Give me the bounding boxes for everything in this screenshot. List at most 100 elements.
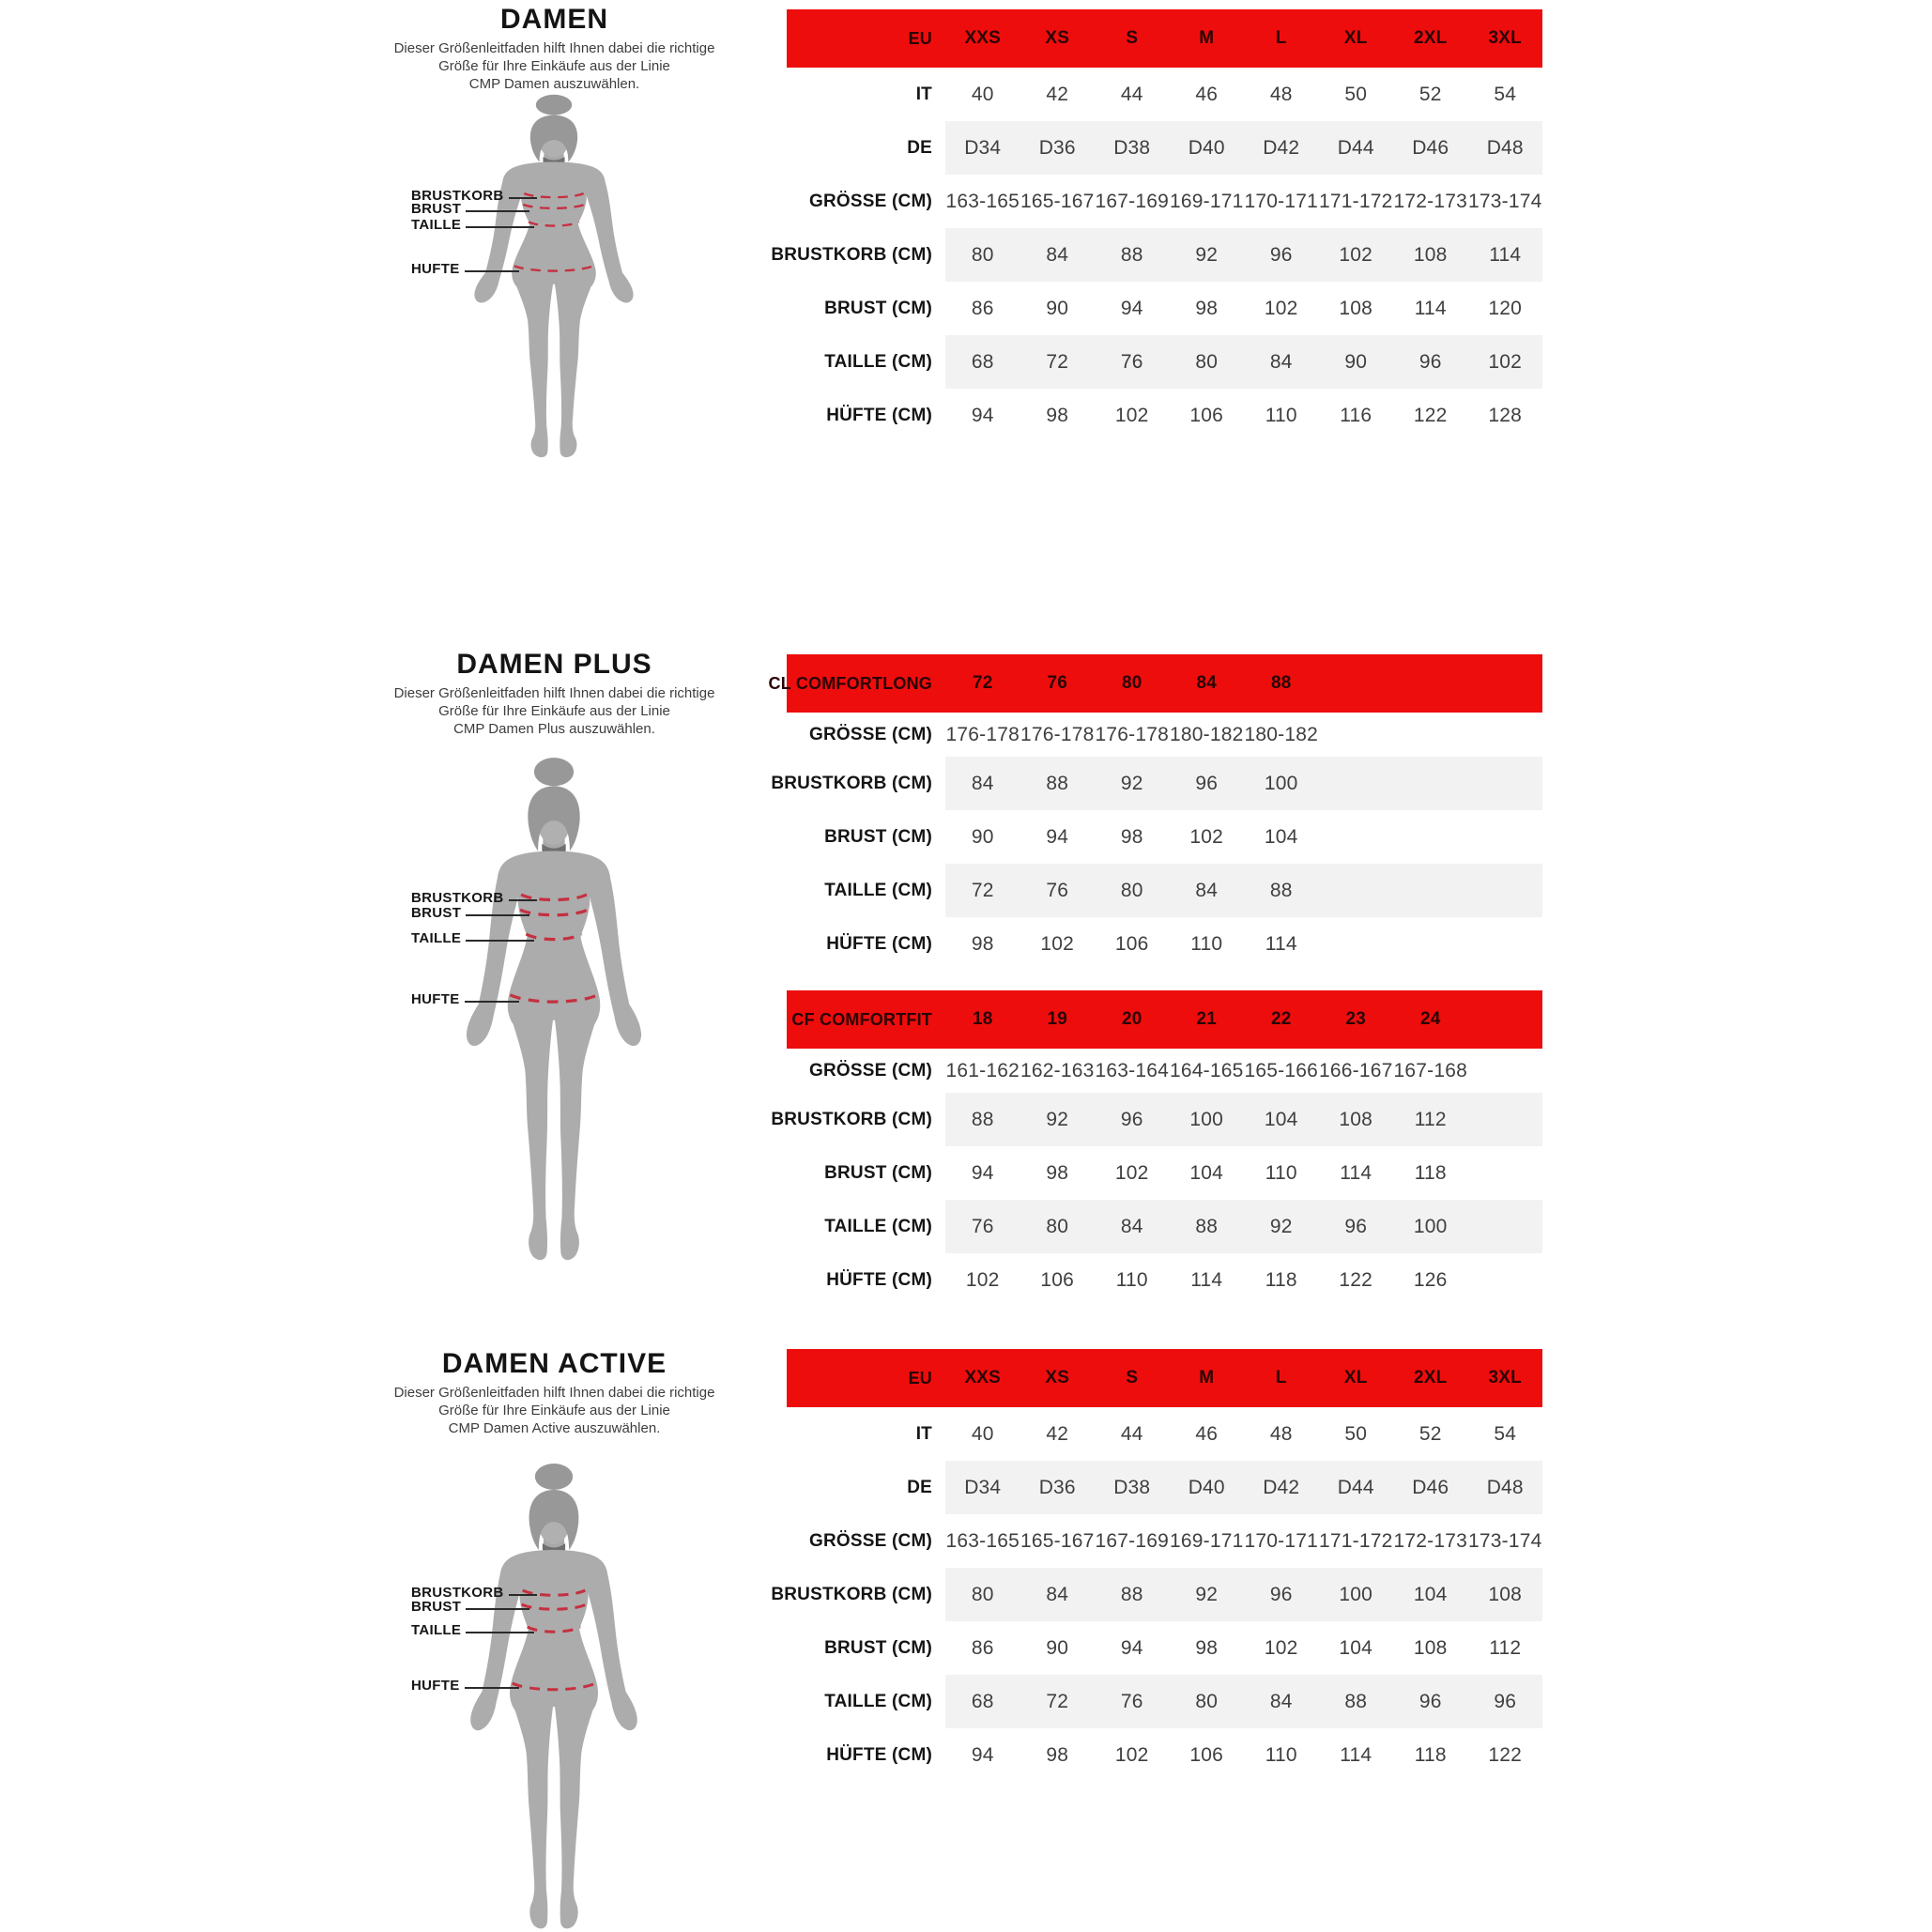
size-header-value: 23 (1345, 1009, 1367, 1029)
cell-value: 173-174 (1468, 1529, 1542, 1552)
cell-value: 80 (1195, 350, 1219, 373)
row-label: BRUST (CM) (824, 1162, 932, 1183)
cell-value: 88 (1195, 1215, 1219, 1237)
size-header-value (1319, 654, 1394, 713)
size-header-value: 80 (1121, 673, 1142, 693)
cell-value: 118 (1414, 1743, 1447, 1766)
size-table-damen: EU XXS XS S M L XL 2XL 3XL IT 40 42 44 46 48 50 52 54 DE D3… (771, 9, 1542, 442)
figure-label-hufte: HUFTE (411, 260, 519, 277)
row-values: 84 88 92 96 100 (945, 757, 1542, 810)
cell-value: 102 (1264, 1636, 1298, 1659)
cell-value: D36 (1038, 1476, 1076, 1498)
cell-value: 76 (971, 1215, 994, 1237)
cell-value: 102 (1040, 932, 1075, 955)
section-title-damen-active: DAMEN ACTIVE (441, 1348, 667, 1379)
cell-value (1319, 810, 1394, 864)
cell-value: 84 (971, 772, 994, 794)
cell-value: 102 (1189, 825, 1224, 848)
cell-value: D46 (1412, 136, 1449, 159)
row-values: 72 76 80 84 88 (945, 864, 1542, 917)
cell-value: 118 (1265, 1268, 1297, 1291)
cell-value: 96 (1418, 1690, 1442, 1712)
cell-value (1468, 917, 1543, 971)
header-values: 18 19 20 21 22 23 24 (945, 990, 1542, 1049)
cell-value: 120 (1488, 297, 1523, 319)
table-row: BRUST (CM) 86 90 94 98 102 104 108 112 (787, 1621, 1542, 1675)
cell-value: 176-178 (1020, 723, 1095, 745)
cell-value: 98 (1046, 1161, 1069, 1184)
cell-value: 106 (1189, 404, 1224, 426)
cell-value: 162-163 (1020, 1059, 1095, 1081)
cell-value: 110 (1265, 1743, 1297, 1766)
table-row: HÜFTE (CM) 98 102 106 110 114 (787, 917, 1542, 971)
table-row: IT 40 42 44 46 48 50 52 54 (787, 68, 1542, 121)
leader-line (466, 1631, 535, 1633)
table-row: TAILLE (CM) 68 72 76 80 84 90 96 102 (787, 335, 1542, 389)
cell-value: 102 (1339, 243, 1373, 266)
cell-value: 90 (1046, 297, 1069, 319)
cell-value: 98 (971, 932, 994, 955)
table-row: TAILLE (CM) 68 72 76 80 84 88 96 96 (787, 1675, 1542, 1728)
row-label: GRÖSSE (CM) (809, 1530, 932, 1551)
cell-value: 102 (965, 1268, 1000, 1291)
cell-value: 88 (1269, 879, 1293, 901)
row-label: HÜFTE (CM) (826, 933, 932, 954)
cell-value: 94 (971, 404, 994, 426)
section-description-damen-plus: Dieser Größenleitfaden hilft Ihnen dabei… (393, 685, 715, 737)
row-values: 102 106 110 114 118 122 126 (945, 1253, 1542, 1307)
cell-value: 88 (1344, 1690, 1368, 1712)
size-header-value: S (1126, 1368, 1139, 1388)
size-header-value: XS (1045, 1368, 1070, 1388)
row-values: 68 72 76 80 84 90 96 102 (945, 335, 1542, 389)
cell-value: 165-167 (1020, 1529, 1095, 1552)
cell-value: 86 (971, 1636, 994, 1659)
cell-value: 104 (1264, 1108, 1298, 1130)
row-label: BRUST (CM) (824, 1637, 932, 1658)
row-label: TAILLE (CM) (824, 1216, 932, 1236)
cell-value: 167-168 (1393, 1059, 1467, 1081)
leader-line (464, 1000, 519, 1003)
leader-line (466, 225, 535, 228)
row-values: 176-178 176-178 176-178 180-182 180-182 (945, 713, 1542, 757)
row-label: BRUSTKORB (CM) (771, 1584, 932, 1604)
size-header-value: 22 (1270, 1009, 1292, 1029)
cell-value: 102 (1114, 1743, 1149, 1766)
cell-value: 48 (1269, 1422, 1293, 1445)
row-values: 40 42 44 46 48 50 52 54 (945, 1407, 1542, 1461)
row-values: 68 72 76 80 84 88 96 96 (945, 1675, 1542, 1728)
row-label: HÜFTE (CM) (826, 1269, 932, 1290)
cell-value: 98 (1120, 825, 1143, 848)
figure-label-brustkorb: BRUSTKORB (411, 889, 537, 906)
size-header-value: 20 (1121, 1009, 1142, 1029)
cell-value (1468, 713, 1543, 757)
cell-value: 165-166 (1244, 1059, 1318, 1081)
cell-value: 88 (1046, 772, 1069, 794)
cell-value: 96 (1195, 772, 1219, 794)
cell-value: 54 (1494, 1422, 1517, 1445)
cell-value: 122 (1488, 1743, 1523, 1766)
table-header-row: EU XXS XS S M L XL 2XL 3XL (787, 9, 1542, 68)
cell-value: 161-162 (945, 1059, 1020, 1081)
table-row: HÜFTE (CM) 94 98 102 106 110 116 122 128 (787, 389, 1542, 442)
figure-label-brustkorb: BRUSTKORB (411, 187, 537, 204)
table-header-label: EU (908, 28, 932, 48)
cell-value: 180-182 (1170, 723, 1244, 745)
cell-value: D34 (964, 136, 1002, 159)
figure-label-taille: TAILLE (411, 1621, 535, 1638)
table-row: HÜFTE (CM) 94 98 102 106 110 114 118 122 (787, 1728, 1542, 1782)
cell-value: 166-167 (1319, 1059, 1393, 1081)
table-header-label: CF COMFORTFIT (791, 1009, 932, 1029)
size-header-value: L (1275, 1368, 1287, 1388)
cell-value: 170-171 (1244, 1529, 1318, 1552)
cell-value: 54 (1494, 83, 1517, 105)
cell-value: 88 (1120, 1583, 1143, 1605)
figure-label-brustkorb: BRUSTKORB (411, 1584, 537, 1601)
leader-line (466, 1607, 530, 1610)
figure-label-brust: BRUST (411, 200, 530, 217)
cell-value: 114 (1489, 243, 1522, 266)
row-label: BRUSTKORB (CM) (771, 1109, 932, 1129)
cell-value: 176-178 (1095, 723, 1169, 745)
header-values: XXS XS S M L XL 2XL 3XL (945, 9, 1542, 68)
cell-value (1393, 810, 1468, 864)
